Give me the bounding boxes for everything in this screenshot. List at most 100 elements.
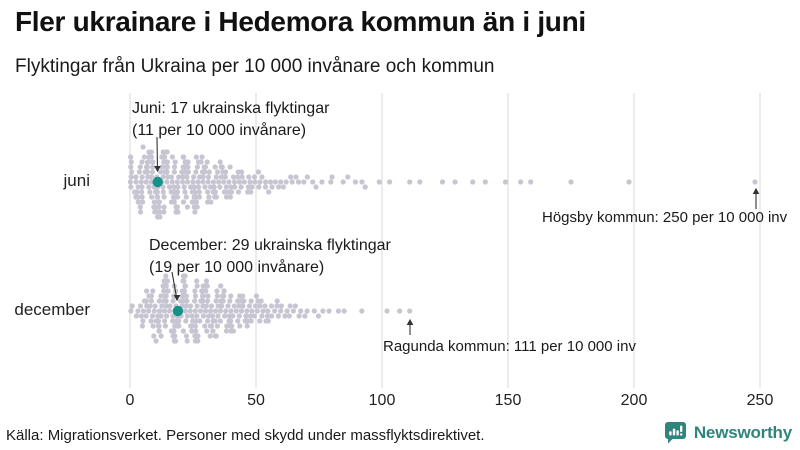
municipality-dot bbox=[136, 169, 142, 175]
x-tick-label: 50 bbox=[247, 392, 265, 409]
municipality-dot bbox=[157, 209, 163, 215]
municipality-dot bbox=[216, 179, 222, 185]
municipality-dot bbox=[148, 293, 154, 299]
annotation-juni-line2: (11 per 10 000 invånare) bbox=[132, 122, 307, 139]
municipality-dot bbox=[204, 159, 210, 165]
municipality-dot bbox=[174, 189, 181, 195]
municipality-dot bbox=[172, 164, 178, 170]
municipality-dot bbox=[280, 184, 286, 190]
municipality-dot bbox=[137, 204, 143, 210]
municipality-dot bbox=[230, 313, 236, 319]
annotation-ragunda: Ragunda kommun: 111 per 10 000 inv bbox=[383, 338, 636, 355]
municipality-dot bbox=[161, 209, 167, 215]
municipality-dot bbox=[217, 318, 223, 324]
municipality-dot bbox=[246, 174, 252, 180]
municipality-dot bbox=[253, 303, 259, 309]
municipality-dot bbox=[278, 308, 284, 314]
municipality-dot bbox=[200, 179, 206, 185]
municipality-dot bbox=[284, 308, 290, 314]
municipality-dot bbox=[174, 179, 180, 185]
municipality-dot bbox=[194, 164, 200, 170]
municipality-dot bbox=[387, 179, 393, 185]
municipality-dot bbox=[184, 204, 190, 210]
municipality-dot bbox=[139, 184, 145, 190]
municipality-dot bbox=[249, 308, 255, 314]
municipality-dot bbox=[237, 323, 243, 329]
municipality-dot bbox=[407, 179, 413, 185]
municipality-dot bbox=[169, 179, 175, 185]
municipality-dot bbox=[173, 204, 180, 210]
newsworthy-logo-text: Newsworthy bbox=[693, 422, 792, 442]
municipality-dot bbox=[251, 313, 258, 319]
municipality-dot bbox=[439, 179, 446, 185]
municipality-dot bbox=[502, 179, 509, 185]
annotation-december: December: 29 ukrainska flyktingar (19 pe… bbox=[149, 235, 391, 279]
municipality-dot bbox=[148, 179, 154, 185]
annotation-december-line2: (19 per 10 000 invånare) bbox=[149, 259, 325, 276]
municipality-dot bbox=[165, 174, 171, 180]
municipality-dot bbox=[191, 184, 197, 190]
municipality-dot bbox=[260, 308, 266, 314]
municipality-dot bbox=[275, 313, 281, 319]
municipality-dot bbox=[202, 323, 208, 329]
municipality-dot bbox=[151, 199, 157, 205]
municipality-dot bbox=[171, 328, 177, 334]
municipality-dot bbox=[181, 288, 187, 294]
municipality-dot bbox=[183, 293, 189, 299]
x-tick-label: 150 bbox=[495, 392, 522, 409]
municipality-dot bbox=[128, 184, 134, 190]
municipality-dot bbox=[259, 174, 265, 180]
municipality-dot bbox=[200, 283, 206, 289]
beeswarm-plot: 0 50 100 150 200 250 bbox=[126, 93, 774, 409]
municipality-dot bbox=[214, 293, 220, 299]
municipality-dot bbox=[217, 184, 223, 190]
municipality-dot bbox=[193, 154, 199, 160]
municipality-dot bbox=[248, 318, 254, 324]
municipality-dot bbox=[128, 154, 134, 160]
municipality-dot bbox=[146, 308, 152, 314]
municipality-dot bbox=[161, 278, 168, 284]
municipality-dot bbox=[194, 313, 200, 319]
municipality-dot bbox=[267, 179, 274, 185]
municipality-dot bbox=[204, 328, 210, 334]
annotation-december-line1: December: 29 ukrainska flyktingar bbox=[149, 237, 391, 254]
municipality-dot bbox=[140, 308, 147, 314]
municipality-dot bbox=[205, 293, 211, 299]
municipality-dot bbox=[244, 308, 250, 314]
municipality-dot bbox=[228, 184, 234, 190]
municipality-dot bbox=[183, 333, 189, 339]
municipality-dot bbox=[235, 189, 242, 195]
municipality-dot bbox=[166, 184, 173, 190]
municipality-dot bbox=[295, 179, 302, 185]
municipality-dot bbox=[143, 179, 149, 185]
municipality-dot bbox=[359, 308, 365, 314]
municipality-dot bbox=[289, 179, 295, 185]
municipality-dot bbox=[247, 179, 253, 185]
municipality-dot bbox=[164, 164, 170, 170]
municipality-dot bbox=[200, 174, 206, 180]
municipality-dot bbox=[262, 303, 268, 309]
municipality-dot bbox=[181, 278, 187, 284]
municipality-dot bbox=[148, 174, 154, 180]
municipality-dot bbox=[192, 298, 198, 304]
municipality-dot bbox=[164, 313, 170, 319]
municipality-dot bbox=[245, 184, 251, 190]
municipality-dot bbox=[241, 179, 247, 185]
municipality-dot bbox=[190, 179, 196, 185]
municipality-dot bbox=[228, 293, 234, 299]
municipality-dot bbox=[188, 184, 194, 190]
municipality-dot bbox=[265, 308, 271, 314]
municipality-dot bbox=[202, 184, 208, 190]
municipality-dot bbox=[335, 308, 341, 314]
annotation-juni-line1: Juni: 17 ukrainska flyktingar bbox=[132, 100, 330, 117]
municipality-dot bbox=[236, 303, 242, 309]
municipality-dot bbox=[283, 179, 289, 185]
municipality-dot bbox=[161, 204, 167, 210]
municipality-dot bbox=[144, 159, 150, 165]
municipality-dot bbox=[137, 303, 144, 309]
municipality-dot bbox=[248, 298, 254, 304]
municipality-dot bbox=[182, 189, 188, 195]
municipality-dot bbox=[248, 189, 254, 195]
municipality-dot bbox=[202, 169, 208, 175]
x-axis-tick-labels: 0 50 100 150 200 250 bbox=[126, 392, 774, 409]
